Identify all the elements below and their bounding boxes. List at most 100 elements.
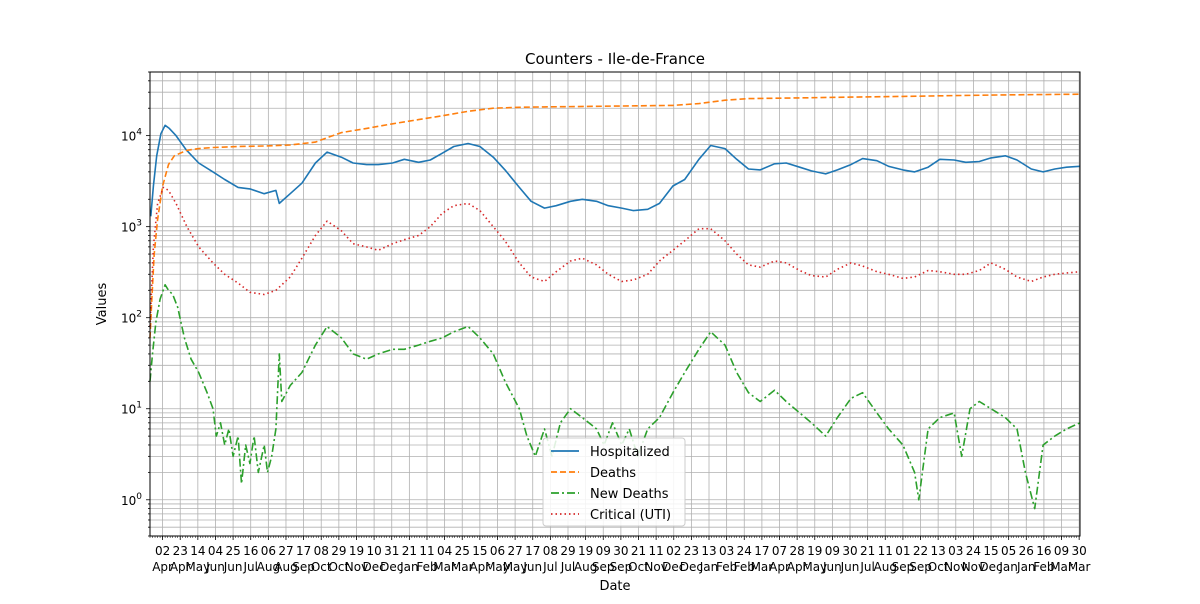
x-tick-label-month: Dec [979, 560, 1002, 574]
x-tick-label-day: 08 [314, 544, 329, 558]
x-tick-label-month: Jun [840, 560, 860, 574]
x-tick-label-day: 10 [366, 544, 381, 558]
x-tick-label-month: Aug [274, 560, 297, 574]
legend-label-new-deaths: New Deaths [590, 487, 669, 502]
x-tick-label-month: Aug [874, 560, 897, 574]
x-tick-label-month: Sep [892, 560, 915, 574]
x-tick-label-month: Mar [433, 560, 456, 574]
x-tick-label-day: 14 [190, 544, 205, 558]
x-tick-label-day: 24 [966, 544, 981, 558]
x-tick-label-day: 27 [507, 544, 522, 558]
x-tick-label-month: Apr [170, 560, 191, 574]
x-tick-label-day: 17 [525, 544, 540, 558]
x-tick-label-day: 27 [278, 544, 293, 558]
x-tick-label-day: 21 [631, 544, 646, 558]
x-tick-label-day: 13 [701, 544, 716, 558]
x-tick-label-day: 17 [754, 544, 769, 558]
x-tick-label-month: Oct [311, 560, 332, 574]
series-line-critical-uti [149, 186, 1081, 327]
x-tick-label-day: 11 [648, 544, 663, 558]
series-line-new-deaths [149, 283, 1081, 510]
x-tick-label-month: Jan [1016, 560, 1036, 574]
x-tick-label-month: Nov [644, 560, 667, 574]
x-tick-label-month: Oct [928, 560, 949, 574]
x-tick-label-day: 02 [666, 544, 681, 558]
x-tick-label-day: 06 [261, 544, 276, 558]
x-tick-label-day: 19 [807, 544, 822, 558]
x-tick-label-day: 11 [878, 544, 893, 558]
x-tick-label-month: Sep [292, 560, 315, 574]
x-axis-label: Date [599, 579, 630, 594]
x-tick-label-month: Jul [859, 560, 874, 574]
x-tick-label-month: Apr [787, 560, 808, 574]
y-axis: 100 101 102 103 104 [121, 71, 150, 537]
x-tick-label-day: 09 [825, 544, 840, 558]
x-tick-label-day: 16 [1036, 544, 1051, 558]
x-tick-label-day: 28 [789, 544, 804, 558]
legend-box [542, 437, 686, 527]
y-axis-label: Values [95, 283, 110, 326]
y-tick-label: 103 [121, 219, 142, 235]
x-axis: 02Apr23Apr14May04Jun25Jun16Jul06Aug27Aug… [149, 536, 1091, 574]
x-tick-label-day: 07 [772, 544, 787, 558]
x-tick-label-day: 16 [243, 544, 258, 558]
x-tick-label-day: 15 [472, 544, 487, 558]
x-tick-label-day: 30 [1072, 544, 1087, 558]
x-tick-label-day: 03 [719, 544, 734, 558]
legend-label-hospitalized: Hospitalized [590, 445, 670, 460]
x-tick-label-month: Jun [522, 560, 542, 574]
legend-label-deaths: Deaths [590, 466, 636, 481]
x-tick-label-month: Apr [152, 560, 173, 574]
x-tick-label-day: 23 [684, 544, 699, 558]
x-tick-label-day: 19 [578, 544, 593, 558]
x-tick-label-month: Jun [822, 560, 842, 574]
x-tick-label-month: Aug [574, 560, 597, 574]
plot-frame [149, 71, 1081, 537]
x-tick-label-day: 21 [860, 544, 875, 558]
x-tick-label-month: Mar [1068, 560, 1091, 574]
x-tick-label-month: Feb [734, 560, 755, 574]
x-tick-label-day: 09 [1054, 544, 1069, 558]
x-tick-label-month: Dec [380, 560, 403, 574]
x-tick-label-day: 11 [419, 544, 434, 558]
x-tick-label-day: 09 [596, 544, 611, 558]
x-tick-label-day: 13 [931, 544, 946, 558]
x-tick-label-month: May [485, 560, 510, 574]
x-tick-label-month: Jan [699, 560, 719, 574]
y-tick-label: 101 [121, 401, 142, 417]
x-tick-label-month: Mar [751, 560, 774, 574]
x-tick-label-month: May [503, 560, 528, 574]
x-tick-label-day: 05 [1001, 544, 1016, 558]
x-tick-label-month: Jun [205, 560, 225, 574]
legend: Hospitalized Deaths New Deaths Critical (UT… [542, 437, 686, 527]
x-tick-label-day: 22 [913, 544, 928, 558]
x-tick-label-day: 01 [895, 544, 910, 558]
x-tick-label-day: 23 [173, 544, 188, 558]
x-tick-label-day: 25 [225, 544, 240, 558]
x-tick-label-day: 02 [155, 544, 170, 558]
x-tick-label-day: 26 [1019, 544, 1034, 558]
chart-title: Counters - Ile-de-France [525, 50, 705, 68]
x-tick-label-month: May [802, 560, 827, 574]
x-tick-label-day: 25 [455, 544, 470, 558]
x-tick-label-month: Dec [662, 560, 685, 574]
x-tick-label-month: Jul [560, 560, 575, 574]
x-tick-label-month: Jun [223, 560, 243, 574]
x-tick-label-day: 21 [402, 544, 417, 558]
x-tick-label-month: Sep [909, 560, 932, 574]
x-tick-label-month: Sep [592, 560, 615, 574]
x-tick-label-day: 04 [208, 544, 223, 558]
legend-label-critical-uti: Critical (UTI) [590, 508, 671, 523]
x-tick-label-month: Oct [328, 560, 349, 574]
x-tick-label-month: Mar [1050, 560, 1073, 574]
y-tick-label: 102 [121, 310, 142, 326]
x-tick-label-day: 19 [349, 544, 364, 558]
x-tick-label-month: Aug [257, 560, 280, 574]
x-tick-label-month: Mar [451, 560, 474, 574]
x-tick-label-day: 29 [331, 544, 346, 558]
x-tick-label-month: Jul [542, 560, 557, 574]
x-tick-label-month: May [185, 560, 210, 574]
x-tick-label-day: 03 [948, 544, 963, 558]
